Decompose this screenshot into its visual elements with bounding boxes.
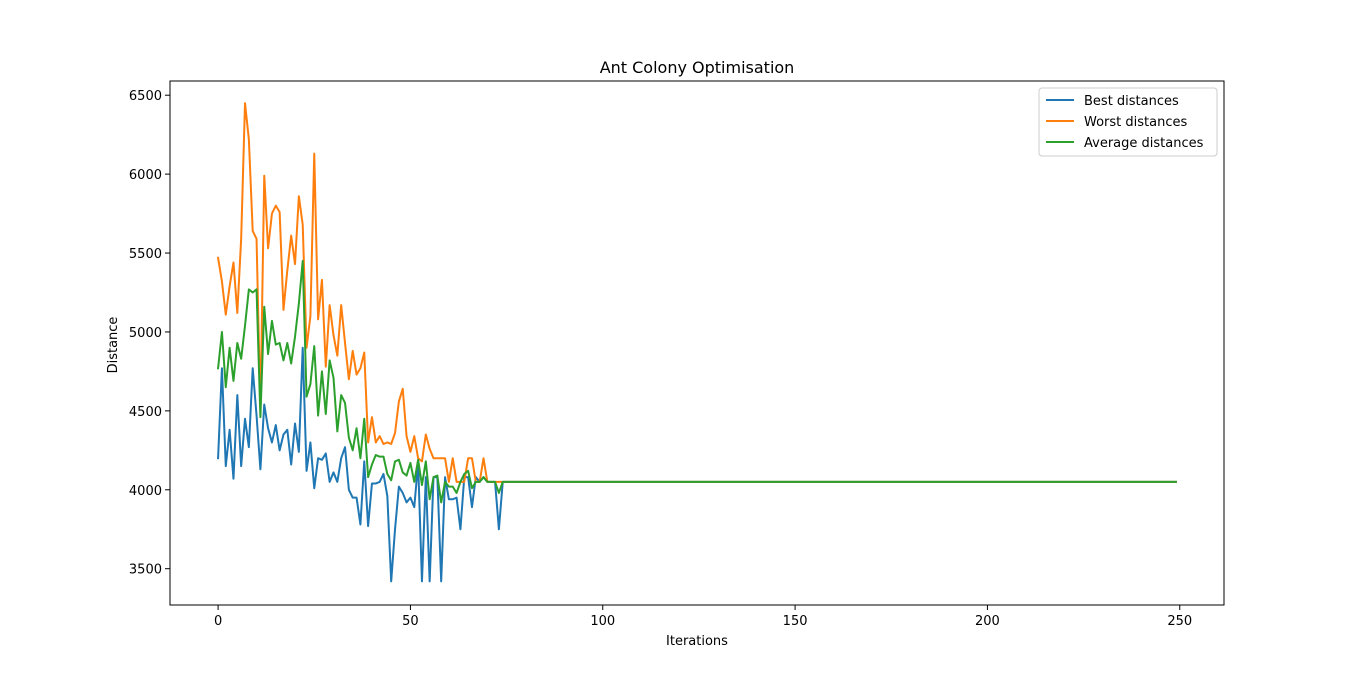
- x-tick-label-250: 250: [1167, 614, 1192, 629]
- y-tick-label-6500: 6500: [129, 89, 162, 104]
- y-tick-label-5000: 5000: [129, 326, 162, 341]
- x-axis-label: Iterations: [666, 634, 728, 649]
- y-tick-label-4500: 4500: [129, 405, 162, 420]
- series-line-average-distances: [216, 259, 1177, 504]
- y-tick-label-4000: 4000: [129, 484, 162, 499]
- y-axis: 3500 4000 4500 5000 5500 6000 6500: [129, 89, 170, 578]
- x-tick-label-200: 200: [975, 614, 1000, 629]
- plot-series: [216, 102, 1177, 583]
- y-axis-label: Distance: [106, 317, 121, 374]
- legend-label-average-distances: Average distances: [1084, 136, 1204, 151]
- legend-label-best-distances: Best distances: [1084, 94, 1179, 109]
- x-tick-label-150: 150: [783, 614, 808, 629]
- y-tick-label-6000: 6000: [129, 168, 162, 183]
- series-line-worst-distances: [216, 102, 1177, 483]
- legend-frame: [1038, 87, 1218, 157]
- legend: Best distances Worst distances Average dis…: [1038, 87, 1218, 157]
- y-tick-label-5500: 5500: [129, 247, 162, 262]
- chart-title: Ant Colony Optimisation: [600, 58, 795, 77]
- x-axis: 0 50 100 150 200 250: [214, 605, 1192, 629]
- x-tick-label-100: 100: [590, 614, 615, 629]
- series-line-best-distances: [217, 346, 1177, 583]
- y-tick-label-3500: 3500: [129, 563, 162, 578]
- x-tick-label-50: 50: [402, 614, 419, 629]
- legend-label-worst-distances: Worst distances: [1084, 115, 1187, 130]
- x-tick-label-0: 0: [214, 614, 222, 629]
- plot-frame: [169, 80, 1225, 606]
